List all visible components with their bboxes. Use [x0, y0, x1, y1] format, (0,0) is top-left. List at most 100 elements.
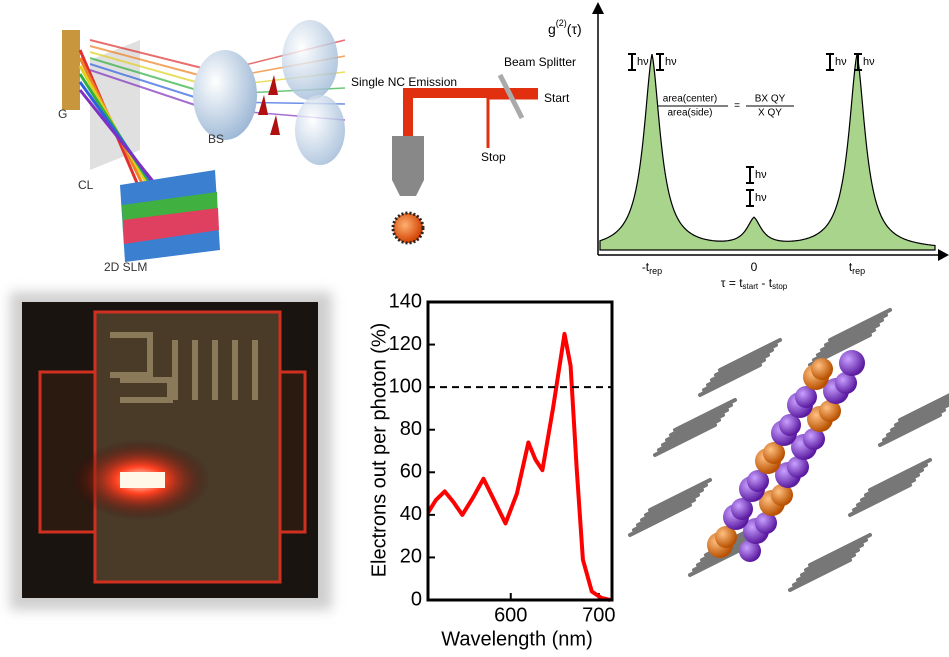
molecular-structure: [628, 308, 949, 592]
atom: [803, 428, 825, 450]
atom: [839, 350, 865, 376]
chain: [640, 488, 704, 522]
x-label: τ = tstart - tstop: [721, 276, 788, 291]
atom: [795, 386, 817, 408]
y-tick-label: 20: [400, 546, 422, 568]
ratio-text: BX QY: [755, 94, 786, 105]
ratio-text: area(side): [667, 108, 712, 119]
chain: [804, 538, 868, 572]
label: G: [58, 107, 67, 121]
ray: [89, 57, 211, 95]
label: Single NC Emission: [351, 75, 457, 89]
chain: [820, 318, 884, 352]
chain: [852, 478, 916, 512]
chain: [894, 396, 949, 427]
emitter: [120, 472, 165, 488]
chain: [718, 338, 782, 372]
photon-label: hν: [835, 56, 847, 68]
lens: [282, 20, 338, 100]
atom: [819, 400, 841, 422]
optics-diagram: G CL BS 2D SLM: [58, 20, 346, 274]
y-tick-label: 140: [389, 290, 422, 312]
chain: [669, 403, 733, 437]
y-tick-label: 120: [389, 333, 422, 355]
chain: [714, 343, 778, 377]
chain: [665, 408, 729, 442]
pad: [278, 370, 307, 534]
photon-label: hν: [755, 192, 767, 204]
beam: [403, 88, 538, 175]
chain: [653, 423, 717, 457]
y-tick-label: 0: [411, 588, 422, 610]
atom: [787, 456, 809, 478]
splitter: [497, 73, 525, 120]
pulses: [258, 75, 280, 135]
beam: [486, 96, 538, 148]
atom: [739, 540, 761, 562]
setup-diagram: Beam Splitter Single NC Emission Start S…: [351, 55, 576, 245]
traces: [110, 332, 258, 403]
label: CL: [78, 178, 94, 192]
atom: [755, 512, 777, 534]
y-tick-label: 100: [389, 375, 422, 397]
atom: [763, 442, 785, 464]
ray: [89, 51, 211, 87]
chain: [788, 558, 852, 592]
chain: [816, 323, 880, 357]
y-tick-label: 60: [400, 461, 422, 483]
atom: [779, 414, 801, 436]
tick-label: -trep: [642, 260, 662, 276]
objective: [392, 136, 424, 196]
beam-splitter-lens: [193, 50, 257, 140]
atom: [731, 498, 753, 520]
label: 2D SLM: [104, 260, 147, 274]
photon-marker: [854, 53, 862, 71]
chain: [628, 503, 692, 537]
chain: [878, 413, 942, 447]
chain: [828, 308, 892, 342]
y-tick-label: 80: [400, 418, 422, 440]
chain: [698, 363, 762, 397]
chain: [882, 408, 946, 442]
y-tick-label: 40: [400, 503, 422, 525]
tick-label: trep: [849, 260, 865, 276]
chain: [644, 483, 708, 517]
pad: [38, 370, 97, 534]
chain: [856, 473, 920, 507]
photon-marker: [826, 53, 834, 71]
chain: [792, 553, 856, 587]
chain: [706, 353, 770, 387]
chain: [796, 548, 860, 582]
chain: [824, 313, 888, 347]
ratio-text: area(center): [663, 94, 717, 105]
label: Stop: [481, 150, 506, 164]
label: Start: [544, 91, 570, 105]
device-photo: [10, 292, 332, 610]
label: BS: [208, 132, 224, 146]
ray: [89, 45, 211, 79]
y-axis-label: Electrons out per photon (%): [368, 323, 390, 578]
chain: [636, 493, 700, 527]
chain: [702, 358, 766, 392]
chain: [868, 458, 932, 492]
lens-cl: [90, 40, 140, 170]
line-chart: Electrons out per photon (%) Wavelength …: [368, 290, 615, 650]
chain: [890, 399, 949, 432]
tick-label: 0: [751, 260, 758, 274]
chain: [632, 498, 696, 532]
ray: [89, 69, 211, 111]
photon-marker: [746, 166, 754, 184]
atom: [715, 526, 737, 548]
line-series: [426, 331, 611, 602]
chain: [848, 483, 912, 517]
chain: [898, 393, 949, 422]
correlation-peaks: [599, 53, 936, 251]
nanocrystal: [391, 211, 425, 245]
atom: [835, 372, 857, 394]
photon-marker: [746, 189, 754, 207]
plot-frame: [426, 300, 614, 602]
chain: [648, 478, 712, 512]
photon-label: hν: [863, 56, 875, 68]
atom: [771, 484, 793, 506]
axis-label: g(2)(τ): [548, 18, 582, 36]
